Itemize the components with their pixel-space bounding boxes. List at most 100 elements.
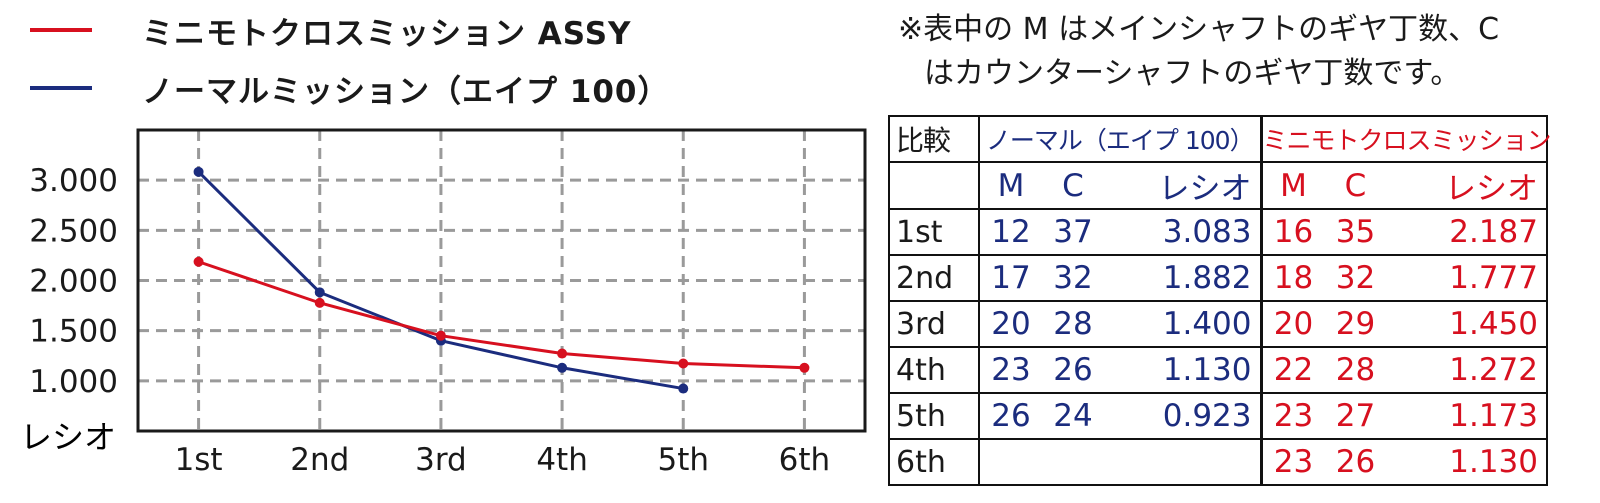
x-tick-label: 2nd — [290, 442, 349, 478]
legend-label-normal: ノーマルミッション（エイプ 100） — [142, 73, 670, 110]
normal-m: 17 — [991, 260, 1031, 296]
normal-cell: 17 32 1.882 — [978, 254, 1262, 302]
gear-label: 5th — [888, 392, 980, 440]
header-normal: ノーマル（エイプ 100） — [978, 115, 1262, 163]
cross-col-ratio: レシオ — [1445, 171, 1538, 207]
cross-c: 28 — [1335, 352, 1376, 388]
table-row: 4th 23 26 1.130 22 28 1.272 — [888, 346, 1548, 394]
normal-col-m: M — [997, 167, 1025, 204]
normal-m: 20 — [991, 306, 1031, 342]
subheader-normal: M C レシオ — [978, 161, 1262, 210]
cross-c: 32 — [1335, 260, 1376, 296]
data-point-normal — [678, 383, 689, 394]
cross-m: 16 — [1273, 214, 1314, 250]
cross-m: 23 — [1273, 444, 1314, 480]
cross-ratio: 1.450 — [1449, 306, 1538, 342]
note-line-1: ※表中の M はメインシャフトのギヤ丁数、C — [898, 12, 1500, 47]
note-line-2: はカウンターシャフトのギヤ丁数です。 — [924, 56, 1461, 91]
table-row: 2nd 17 32 1.882 18 32 1.777 — [888, 254, 1548, 302]
cross-m: 23 — [1273, 398, 1314, 434]
normal-c: 32 — [1053, 260, 1093, 296]
cross-ratio: 1.173 — [1449, 398, 1538, 434]
cross-cell: 18 32 1.777 — [1259, 254, 1548, 302]
legend-item-cross: ミニモトクロスミッション ASSY — [30, 8, 632, 52]
data-point-cross — [557, 348, 568, 359]
cross-c: 29 — [1335, 306, 1376, 342]
x-tick-label: 4th — [536, 442, 588, 478]
normal-c: 37 — [1053, 214, 1093, 250]
x-tick-label: 5th — [657, 442, 709, 478]
normal-ratio: 3.083 — [1162, 214, 1252, 250]
legend-swatch-cross — [30, 28, 92, 32]
normal-c: 26 — [1053, 352, 1093, 388]
cross-cell: 23 27 1.173 — [1259, 392, 1548, 440]
normal-ratio: 1.130 — [1162, 352, 1252, 388]
normal-cell: 26 24 0.923 — [978, 392, 1262, 440]
cross-m: 22 — [1273, 352, 1314, 388]
data-point-cross — [314, 297, 325, 308]
data-point-normal — [193, 166, 204, 177]
y-ticks: 1.000 1.500 2.000 2.500 3.000 — [29, 163, 118, 400]
data-point-normal — [314, 287, 325, 298]
gear-label: 3rd — [888, 300, 980, 348]
gear-label: 1st — [888, 208, 980, 256]
header-compare: 比較 — [888, 115, 980, 163]
table-row: 6th 23 26 1.130 — [888, 438, 1548, 486]
normal-m: 26 — [991, 398, 1031, 434]
y-tick-label: 1.000 — [29, 364, 118, 400]
cross-cell: 23 26 1.130 — [1259, 438, 1548, 486]
cross-c: 35 — [1335, 214, 1376, 250]
legend-item-normal: ノーマルミッション（エイプ 100） — [30, 66, 670, 110]
normal-c: 24 — [1053, 398, 1093, 434]
y-tick-label: 2.500 — [29, 213, 118, 249]
y-tick-label: 1.500 — [29, 314, 118, 350]
normal-col-c: C — [1062, 167, 1084, 204]
cross-c: 27 — [1335, 398, 1376, 434]
normal-cell: 12 37 3.083 — [978, 208, 1262, 256]
table-header-row: 比較 ノーマル（エイプ 100） ミニモトクロスミッション — [888, 115, 1552, 163]
table-row: 3rd 20 28 1.400 20 29 1.450 — [888, 300, 1548, 348]
cross-cell: 20 29 1.450 — [1259, 300, 1548, 348]
cross-col-m: M — [1280, 167, 1307, 204]
table-row: 5th 26 24 0.923 23 27 1.173 — [888, 392, 1548, 440]
x-tick-label: 1st — [175, 442, 223, 478]
data-point-cross — [193, 256, 204, 267]
series-line-cross — [198, 260, 805, 370]
data-point-cross — [435, 330, 446, 341]
table-subheader-row: M C レシオ M C レシオ — [888, 161, 1548, 210]
normal-ratio: 1.400 — [1162, 306, 1252, 342]
subheader-empty — [888, 161, 980, 210]
grid — [138, 130, 865, 431]
normal-m: 12 — [991, 214, 1031, 250]
normal-col-ratio: レシオ — [1158, 171, 1252, 207]
gear-ratio-chart: 1.000 1.500 2.000 2.500 3.000 1st 2nd 3rd 4th 5t… — [20, 128, 867, 478]
x-tick-label: 6th — [779, 442, 831, 478]
normal-m: 23 — [991, 352, 1031, 388]
cross-m: 20 — [1273, 306, 1314, 342]
data-point-cross — [799, 362, 810, 373]
normal-cell: 20 28 1.400 — [978, 300, 1262, 348]
y-tick-label: 2.000 — [29, 264, 118, 300]
x-tick-label: 3rd — [415, 442, 467, 478]
cross-ratio: 2.187 — [1449, 214, 1538, 250]
cross-col-c: C — [1344, 167, 1367, 204]
normal-ratio: 1.882 — [1162, 260, 1252, 296]
chart-legend: ミニモトクロスミッション ASSY ノーマルミッション（エイプ 100） — [30, 4, 790, 114]
cross-cell: 16 35 2.187 — [1259, 208, 1548, 256]
table-note: ※表中の M はメインシャフトのギヤ丁数、C はカウンターシャフトのギヤ丁数です… — [898, 8, 1598, 96]
normal-ratio: 0.923 — [1162, 398, 1252, 434]
gear-label: 2nd — [888, 254, 980, 302]
cross-ratio: 1.130 — [1449, 444, 1538, 480]
normal-cell — [978, 438, 1262, 486]
series — [193, 166, 810, 394]
x-ticks: 1st 2nd 3rd 4th 5th 6th — [175, 442, 831, 478]
cross-ratio: 1.272 — [1449, 352, 1538, 388]
gear-label: 4th — [888, 346, 980, 394]
cross-cell: 22 28 1.272 — [1259, 346, 1548, 394]
data-point-normal — [557, 362, 568, 373]
legend-swatch-normal — [30, 86, 92, 90]
header-cross: ミニモトクロスミッション — [1259, 115, 1552, 163]
cross-m: 18 — [1273, 260, 1314, 296]
gear-ratio-table: 比較 ノーマル（エイプ 100） ミニモトクロスミッション M C レシオ M … — [888, 115, 1552, 486]
gear-label: 6th — [888, 438, 980, 486]
